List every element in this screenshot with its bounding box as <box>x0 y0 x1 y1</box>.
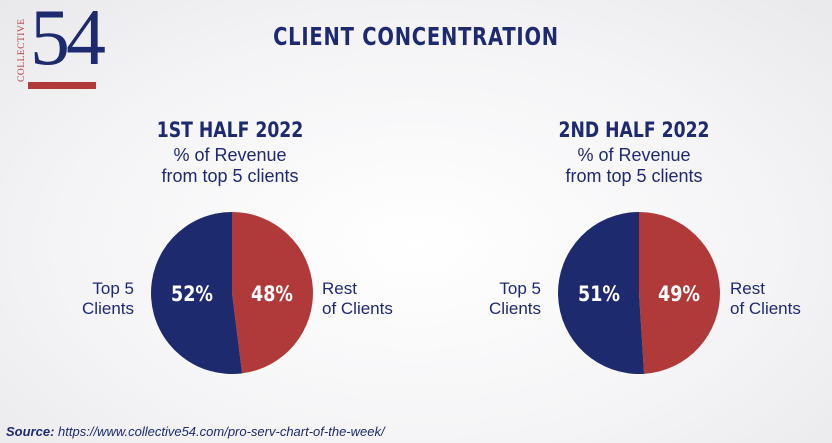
panel-1-subtitle-line2: from top 5 clients <box>161 166 299 186</box>
panel-1-left-label: Top 5 Clients <box>4 279 134 319</box>
page-title: CLIENT CONCENTRATION <box>273 22 559 51</box>
logo-number: 54 <box>30 0 106 82</box>
rest-of-clients-value-label: 49% <box>658 282 700 306</box>
pie-chart-2nd-half: 51% 49% <box>557 212 720 374</box>
source-url[interactable]: https://www.collective54.com/pro-serv-ch… <box>58 424 385 439</box>
panel-2-left-label: Top 5 Clients <box>411 279 541 319</box>
source-label: Source: <box>6 424 55 439</box>
panel-1-right-label-line2: of Clients <box>322 299 393 318</box>
panel-1-right-label: Rest of Clients <box>322 279 452 319</box>
top-5-clients-slice <box>557 212 645 374</box>
panel-2-right-label-line1: Rest <box>730 279 765 298</box>
rest-of-clients-value-label: 48% <box>251 282 293 306</box>
panel-2-left-label-line1: Top 5 <box>499 279 541 298</box>
panel-1-heading: 1ST HALF 2022 <box>156 118 304 142</box>
panel-2-right-label: Rest of Clients <box>730 279 832 319</box>
pie-chart-1st-half: 52% 48% <box>151 212 314 374</box>
source-note: Source: https://www.collective54.com/pro… <box>6 424 385 439</box>
panel-1-subtitle: % of Revenue from top 5 clients <box>90 145 370 187</box>
panel-2-subtitle: % of Revenue from top 5 clients <box>494 145 774 187</box>
panel-2-subtitle-line1: % of Revenue <box>577 145 691 165</box>
logo-vertical-text: COLLECTIVE <box>17 18 27 82</box>
collective54-logo: COLLECTIVE 54 <box>14 0 106 92</box>
logo-underline <box>28 82 96 89</box>
panel-2-heading: 2ND HALF 2022 <box>558 118 710 142</box>
panel-2-left-label-line2: Clients <box>489 299 541 318</box>
top-5-clients-slice <box>151 212 243 374</box>
rest-of-clients-slice <box>232 212 314 374</box>
panel-1-left-label-line1: Top 5 <box>92 279 134 298</box>
panel-2-subtitle-line2: from top 5 clients <box>565 166 703 186</box>
top-5-clients-value-label: 51% <box>578 282 620 306</box>
panel-1-left-label-line2: Clients <box>82 299 134 318</box>
panel-2-right-label-line2: of Clients <box>730 299 801 318</box>
panel-1-subtitle-line1: % of Revenue <box>173 145 287 165</box>
rest-of-clients-slice <box>639 212 720 374</box>
panel-1-right-label-line1: Rest <box>322 279 357 298</box>
top-5-clients-value-label: 52% <box>171 282 213 306</box>
